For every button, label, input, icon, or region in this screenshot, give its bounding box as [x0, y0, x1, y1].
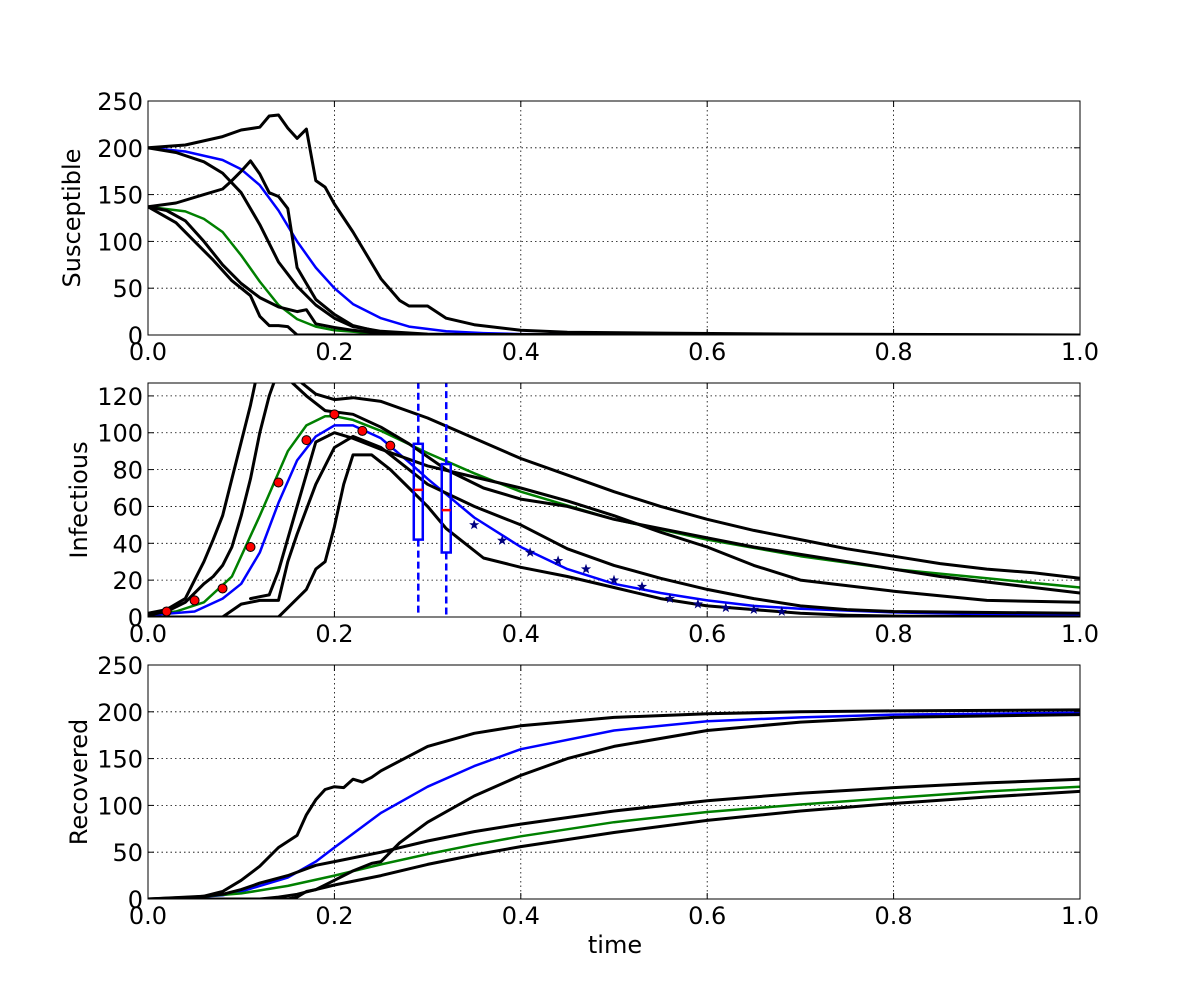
- x-tick-label: 0.6: [688, 620, 726, 648]
- star-point: [748, 604, 759, 614]
- axes-frame: [147, 664, 1081, 900]
- observed-point: [357, 425, 368, 436]
- x-tick-label: 0.2: [315, 902, 353, 930]
- star-point: [524, 547, 536, 557]
- y-tick-label: 150: [97, 746, 143, 774]
- star-point: [692, 598, 704, 609]
- x-tick-label: 0.2: [315, 338, 353, 366]
- star-point: [497, 535, 508, 545]
- observed-point: [329, 409, 340, 420]
- y-tick-label: 250: [97, 652, 143, 680]
- ylabel-recovered: Recovered: [65, 719, 93, 846]
- boxplot-box: [412, 442, 425, 541]
- y-tick-label: 0: [128, 886, 143, 914]
- y-tick-label: 100: [97, 420, 143, 448]
- observed-point: [245, 541, 256, 552]
- x-tick-label: 0.6: [688, 902, 726, 930]
- ylabel-susceptible: Susceptible: [58, 149, 86, 288]
- series-line-black-1: [148, 383, 257, 615]
- observed-point: [385, 440, 396, 451]
- infectious-panel: 0.0 0.2 0.4 0.6 0.8 1.0 0 20 40 60 80 100 120: [97, 382, 1099, 648]
- y-tick-label: 200: [97, 699, 143, 727]
- series-line-black-2: [148, 383, 276, 617]
- x-tick-label: 0.0: [129, 902, 167, 930]
- axes-frame: [147, 382, 1081, 618]
- y-tick-label: 120: [97, 383, 143, 411]
- y-tick-label: 50: [112, 275, 143, 303]
- susceptible-panel: 0.0 0.2 0.4 0.6 0.8 1.0 0 50 100 150 200 250: [97, 88, 1099, 366]
- series-line-black-lower-2: [148, 205, 1080, 335]
- observed-point: [273, 477, 284, 488]
- star-point: [720, 602, 731, 613]
- y-tick-label: 50: [112, 839, 143, 867]
- series-line-black-lower-green: [148, 789, 1080, 899]
- series-line-green-mean: [148, 785, 1080, 899]
- y-tick-label: 200: [97, 135, 143, 163]
- x-tick-label: 1.0: [1061, 902, 1099, 930]
- observed-point: [189, 595, 200, 606]
- y-tick-label: 60: [112, 493, 143, 521]
- series-line-black-upper: [148, 708, 1080, 899]
- x-tick-label: 0.0: [129, 620, 167, 648]
- star-point: [608, 574, 620, 585]
- star-point: [552, 555, 564, 566]
- series-line-black-upper-green: [148, 777, 1080, 899]
- x-tick-label: 0.8: [875, 338, 913, 366]
- series-line-blue-mean: [148, 711, 1080, 899]
- recovered-panel: 0.0 0.2 0.4 0.6 0.8 1.0 0 50 100 150 200 250: [97, 652, 1099, 930]
- x-tick-label: 0.2: [315, 620, 353, 648]
- y-tick-label: 0: [128, 322, 143, 350]
- xlabel-time: time: [588, 931, 642, 959]
- plot-area: [148, 708, 1080, 899]
- y-tick-label: 150: [97, 182, 143, 210]
- observed-point: [217, 583, 228, 594]
- axes-frame: [147, 100, 1081, 336]
- x-tick-label: 0.8: [875, 620, 913, 648]
- star-point: [469, 519, 480, 530]
- series-line-black-7: [148, 453, 1080, 617]
- x-tick-label: 0.4: [502, 902, 540, 930]
- observed-point: [301, 435, 312, 446]
- star-point: [580, 563, 592, 574]
- x-tick-label: 0.4: [502, 620, 540, 648]
- series-line-black-5: [249, 431, 1080, 604]
- y-tick-label: 100: [97, 228, 143, 256]
- y-tick-label: 100: [97, 792, 143, 820]
- x-tick-label: 0.6: [688, 338, 726, 366]
- series-line-black-lower-1: [148, 159, 1080, 335]
- series-line-black-4: [291, 383, 1080, 595]
- y-tick-label: 20: [112, 567, 143, 595]
- star-point: [636, 581, 648, 591]
- series-line-black-3: [300, 383, 1080, 580]
- ylabel-infectious: Infectious: [65, 441, 93, 558]
- star-point: [664, 593, 676, 603]
- series-line-black-lower-3: [148, 205, 1080, 335]
- series-line-blue-mean: [148, 424, 1080, 617]
- plot-area: [148, 383, 1080, 617]
- x-tick-label: 1.0: [1061, 338, 1099, 366]
- y-tick-label: 80: [112, 457, 143, 485]
- y-tick-label: 0: [128, 604, 143, 632]
- star-point: [776, 606, 787, 616]
- y-tick-label: 250: [97, 88, 143, 116]
- y-tick-label: 40: [112, 530, 143, 558]
- x-tick-label: 0.8: [875, 902, 913, 930]
- series-line-black-6: [221, 434, 1080, 617]
- boxplot-box: [440, 462, 452, 554]
- x-tick-label: 0.0: [129, 338, 167, 366]
- x-tick-label: 1.0: [1061, 620, 1099, 648]
- x-tick-label: 0.4: [502, 338, 540, 366]
- observed-point: [161, 606, 172, 617]
